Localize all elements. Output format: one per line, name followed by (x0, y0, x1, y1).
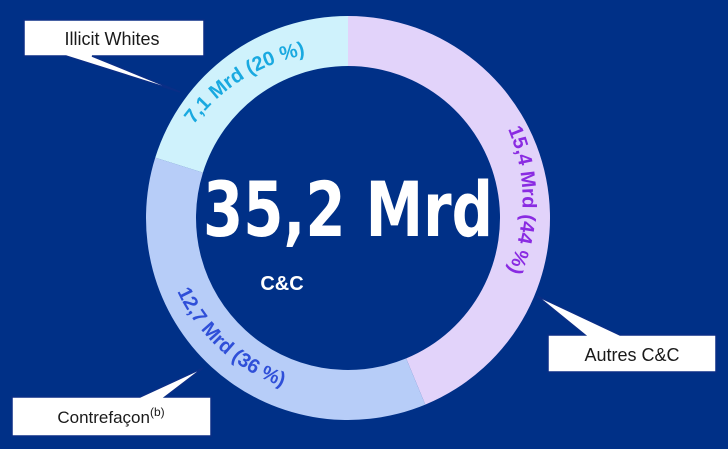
donut-slice-autres (348, 16, 550, 405)
callout-contrefacon-box (11, 367, 212, 437)
callout-autres-box (536, 295, 717, 373)
legend-label-autres: Autres C&C (584, 345, 679, 365)
center-unit-label: C&C (260, 273, 303, 295)
callout-illicit-whites-box (23, 19, 205, 93)
callout-autres: Autres C&C (536, 295, 717, 373)
callout-illicit-whites: Illicit Whites (23, 19, 205, 93)
center-total-value: 35,2 Mrd (203, 165, 493, 254)
legend-label-contrefacon: Contrefaçon(b) (57, 405, 164, 427)
legend-label-contrefacon-text: Contrefaçon (57, 408, 150, 427)
donut-slice-illicit (155, 16, 348, 173)
donut-slice-contrefacon (146, 157, 426, 420)
callout-contrefacon: Contrefaçon(b) (11, 367, 212, 437)
legend-label-illicit-whites: Illicit Whites (64, 29, 159, 49)
donut-slices (146, 16, 550, 420)
legend-label-contrefacon-sup: (b) (150, 405, 165, 419)
